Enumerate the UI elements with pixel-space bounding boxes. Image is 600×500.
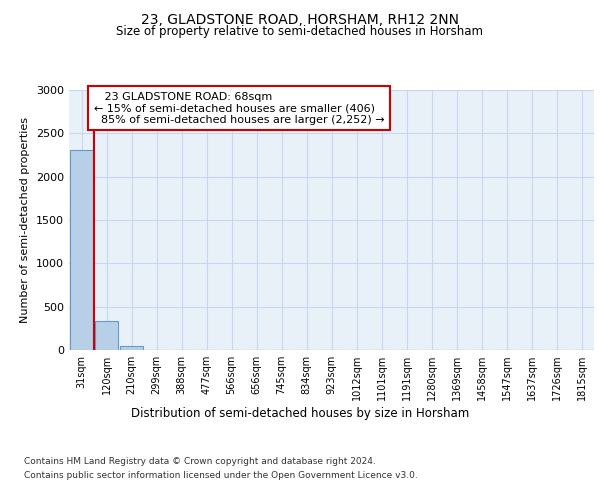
Text: 23 GLADSTONE ROAD: 68sqm
← 15% of semi-detached houses are smaller (406)
  85% o: 23 GLADSTONE ROAD: 68sqm ← 15% of semi-d… bbox=[94, 92, 385, 125]
Text: 23, GLADSTONE ROAD, HORSHAM, RH12 2NN: 23, GLADSTONE ROAD, HORSHAM, RH12 2NN bbox=[141, 12, 459, 26]
Y-axis label: Number of semi-detached properties: Number of semi-detached properties bbox=[20, 117, 31, 323]
Text: Distribution of semi-detached houses by size in Horsham: Distribution of semi-detached houses by … bbox=[131, 408, 469, 420]
Text: Contains public sector information licensed under the Open Government Licence v3: Contains public sector information licen… bbox=[24, 471, 418, 480]
Bar bbox=[95, 321, 118, 350]
Text: Contains HM Land Registry data © Crown copyright and database right 2024.: Contains HM Land Registry data © Crown c… bbox=[24, 458, 376, 466]
Text: Size of property relative to semi-detached houses in Horsham: Size of property relative to semi-detach… bbox=[116, 25, 484, 38]
Bar bbox=[120, 346, 143, 350]
Bar bbox=[70, 150, 93, 350]
